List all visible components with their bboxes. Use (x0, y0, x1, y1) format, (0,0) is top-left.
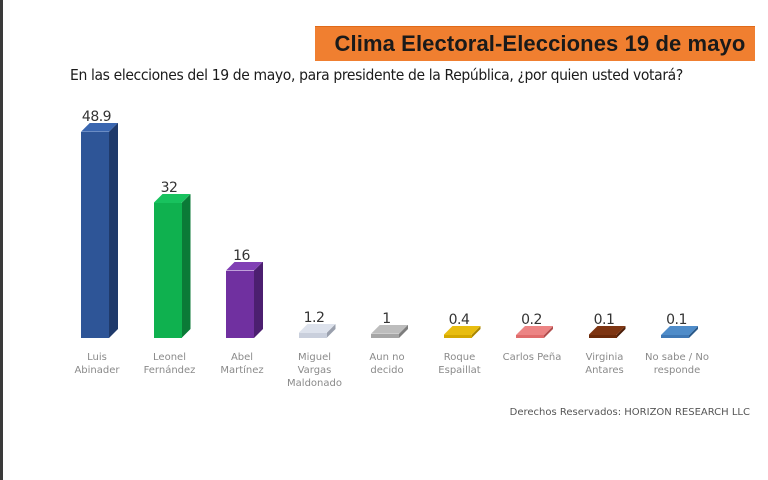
bar-front (588, 335, 617, 338)
bar-front (153, 203, 182, 338)
bar (81, 122, 118, 338)
category-label: Leonel Fernández (143, 352, 196, 376)
bar-side (617, 326, 626, 338)
value-label: 16 (233, 247, 250, 264)
chart-title: Clima Electoral-Elecciones 19 de mayo (334, 31, 746, 56)
value-label: 0.2 (521, 312, 542, 328)
category-label: Miguel Vargas Maldonado (287, 352, 342, 389)
bar-top (443, 326, 481, 335)
value-label: 0.4 (448, 312, 470, 328)
bar-side (254, 262, 263, 338)
bar-front (371, 333, 399, 338)
bar-top (298, 323, 336, 333)
bar (661, 326, 698, 338)
category-label: Abel Martínez (220, 352, 264, 376)
bar-side (472, 326, 481, 338)
bar-side (182, 194, 191, 338)
value-label: 32 (160, 180, 178, 196)
bar (298, 323, 336, 338)
bar (588, 326, 626, 338)
category-label: Aun no decido (369, 352, 405, 376)
bar-top (226, 261, 263, 271)
category-label: No sabe / No responde (645, 352, 709, 376)
bar (516, 326, 553, 338)
bar-front (443, 335, 472, 338)
category-label: Luis Abinader (74, 352, 120, 376)
bar-side (327, 324, 336, 338)
value-label: 0.1 (593, 312, 615, 328)
bar-top (81, 122, 118, 132)
bar-side (109, 123, 118, 338)
left-border (0, 0, 3, 480)
bar-top (516, 326, 553, 335)
value-label: 1.2 (303, 309, 325, 326)
bar-top (153, 194, 191, 203)
bar-top (588, 326, 626, 335)
value-label: 48.9 (81, 108, 112, 125)
bar (153, 194, 191, 338)
bar-front (298, 332, 327, 338)
copyright-footer: Derechos Reservados: HORIZON RESEARCH LL… (509, 407, 750, 418)
bar-side (689, 326, 698, 338)
bar-front (81, 131, 109, 338)
category-label: Carlos Peña (502, 352, 562, 363)
value-label: 1 (382, 310, 391, 327)
bar-top (661, 326, 698, 335)
category-label: Roque Espaillat (438, 352, 481, 376)
bar (443, 326, 481, 338)
bar-front (516, 335, 544, 338)
value-label: 0.1 (666, 312, 687, 328)
bar-front (661, 335, 689, 338)
chart-subtitle: En las elecciones del 19 de mayo, para p… (70, 66, 683, 84)
category-label: Virginia Antares (585, 352, 624, 376)
bar-side (399, 325, 408, 338)
bar (371, 324, 408, 338)
bar-top (371, 324, 408, 334)
bar-front (226, 270, 254, 338)
bar (226, 261, 263, 338)
bar-side (544, 326, 553, 338)
title-banner: Clima Electoral-Elecciones 19 de mayo (315, 26, 755, 61)
